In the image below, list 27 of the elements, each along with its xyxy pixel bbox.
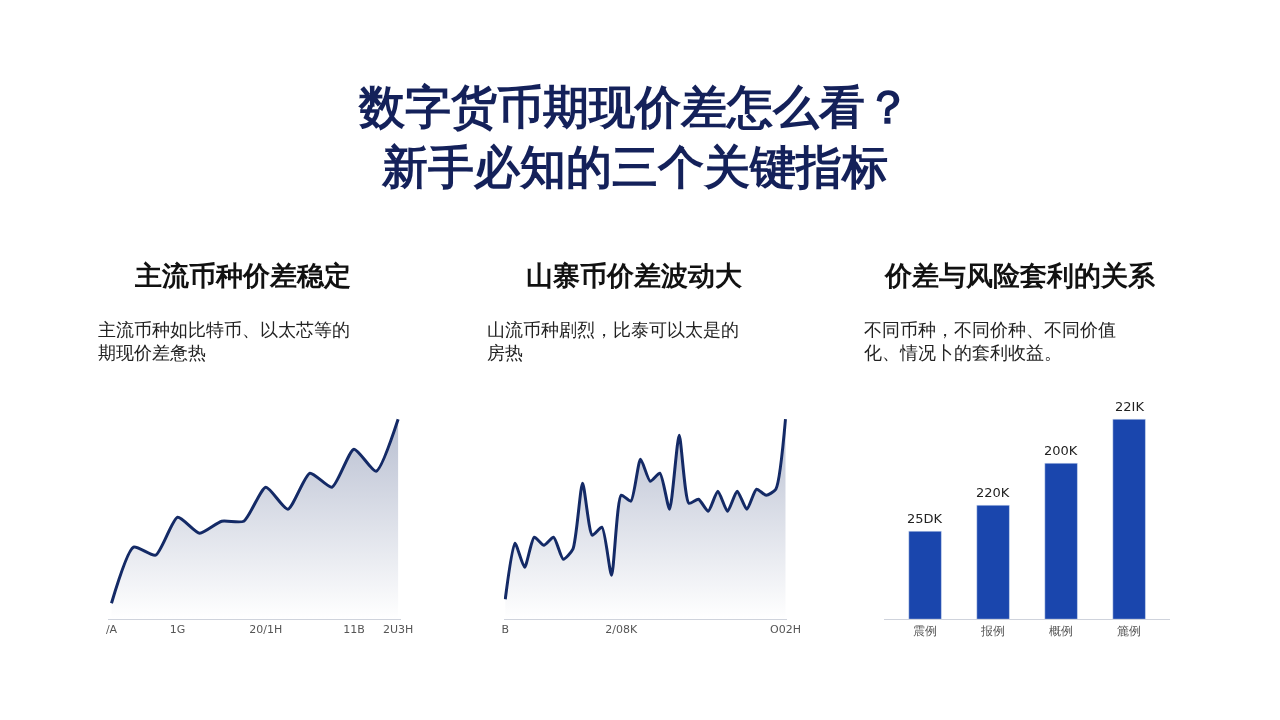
annotation: 22IK bbox=[1115, 399, 1145, 414]
text: 数字货币期现价差怎么看？新手必知的三个关键指标 bbox=[358, 80, 911, 194]
chart-subtitle: 山流币种剧烈，比泰可以太是的房热 bbox=[487, 319, 739, 364]
x-tick-label: B bbox=[501, 623, 510, 637]
chart-title: 主流币种价差稳定 bbox=[134, 260, 351, 291]
annotation: 25DK bbox=[907, 511, 943, 526]
chart-title: 山寨币价差波动大 bbox=[526, 260, 743, 291]
bar bbox=[1112, 418, 1146, 620]
x-tick-label: O02H bbox=[770, 623, 801, 637]
x-tick-label: 11B bbox=[343, 623, 365, 637]
x-tick-label: 概例 bbox=[1049, 623, 1074, 638]
chart-subtitle: 不同币种，不同价种、不同价值化、情况卜的套利收益。 bbox=[864, 319, 1116, 364]
chart-subtitle: 主流币种如比特币、以太芯等的期现价差惫热 bbox=[98, 319, 350, 364]
x-tick-label: 簏例 bbox=[1117, 623, 1142, 638]
x-tick-label: /A bbox=[105, 623, 118, 637]
x-tick-label: 2/08K bbox=[605, 623, 638, 637]
x-tick-label: 20/1H bbox=[249, 623, 283, 637]
chart-title: 价差与风险套利的关系 bbox=[884, 260, 1156, 291]
x-tick-label: 报例 bbox=[980, 623, 1006, 638]
x-tick-label: 2U3H bbox=[382, 623, 414, 637]
bar bbox=[1044, 462, 1078, 620]
annotation: 220K bbox=[976, 485, 1010, 500]
x-tick-label: 震例 bbox=[913, 623, 938, 638]
annotation: 200K bbox=[1044, 443, 1078, 458]
x-tick-label: 1G bbox=[169, 623, 186, 637]
bar bbox=[908, 530, 942, 620]
bar bbox=[976, 504, 1010, 620]
